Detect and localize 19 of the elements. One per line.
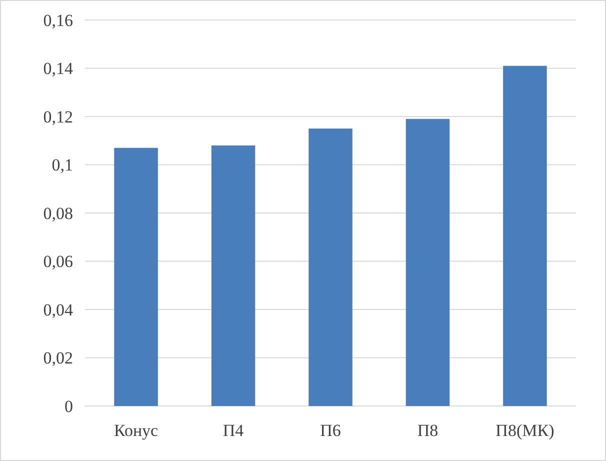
y-tick-label: 0,12 [43, 107, 73, 126]
y-tick-label: 0,08 [43, 204, 73, 223]
y-tick-label: 0,16 [43, 10, 73, 30]
y-tick-label: 0,06 [43, 252, 73, 272]
bar [503, 66, 547, 406]
y-tick-label: 0 [64, 396, 73, 416]
y-tick-label: 0,14 [43, 59, 74, 78]
y-tick-label: 0,02 [43, 348, 73, 368]
bar [114, 148, 158, 406]
x-tick-label: Конус [114, 421, 159, 440]
x-tick-label: П8 [417, 421, 438, 440]
x-tick-label: П4 [222, 421, 244, 440]
bar [406, 118, 450, 406]
y-tick-label: 0,1 [52, 156, 73, 175]
x-tick-label: П8(МК) [496, 421, 554, 440]
x-tick-label: П6 [320, 421, 341, 440]
bar [211, 145, 256, 406]
y-tick-label: 0,04 [43, 300, 74, 320]
bar [308, 128, 352, 406]
